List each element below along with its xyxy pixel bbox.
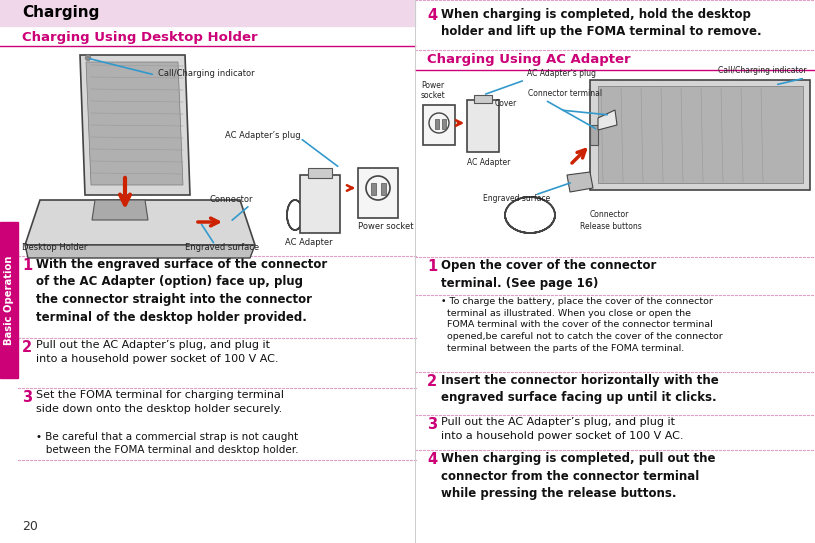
Text: Set the FOMA terminal for charging terminal
side down onto the desktop holder se: Set the FOMA terminal for charging termi…	[36, 390, 284, 414]
Bar	[371, 183, 376, 195]
Text: AC Adapter: AC Adapter	[285, 238, 333, 247]
Polygon shape	[80, 55, 190, 195]
Text: Engraved surface: Engraved surface	[483, 194, 550, 203]
Text: Connector: Connector	[590, 210, 629, 219]
Bar	[467, 100, 499, 152]
Text: 1: 1	[22, 258, 33, 273]
Polygon shape	[92, 200, 148, 220]
Text: When charging is completed, pull out the
connector from the connector terminal
w: When charging is completed, pull out the…	[441, 452, 716, 500]
Bar	[0, 222, 18, 378]
Bar	[474, 95, 492, 103]
Polygon shape	[86, 62, 183, 185]
Text: AC Adapter’s plug: AC Adapter’s plug	[527, 69, 596, 78]
Text: Call/Charging indicator: Call/Charging indicator	[158, 68, 254, 78]
Text: 20: 20	[22, 520, 37, 533]
Text: Release buttons: Release buttons	[580, 222, 641, 231]
Text: Charging Using AC Adapter: Charging Using AC Adapter	[427, 54, 631, 66]
Text: Charging: Charging	[22, 5, 99, 21]
Text: Basic Operation: Basic Operation	[4, 255, 14, 345]
Text: 1: 1	[427, 259, 438, 274]
Bar	[381, 183, 386, 195]
Polygon shape	[598, 110, 617, 130]
Text: When charging is completed, hold the desktop
holder and lift up the FOMA termina: When charging is completed, hold the des…	[441, 8, 762, 39]
Text: 2: 2	[22, 340, 32, 355]
Text: • To charge the battery, place the cover of the connector
  terminal as illustra: • To charge the battery, place the cover…	[441, 297, 723, 352]
Text: 4: 4	[427, 8, 437, 23]
Bar	[308, 168, 332, 178]
Text: Pull out the AC Adapter’s plug, and plug it
into a household power socket of 100: Pull out the AC Adapter’s plug, and plug…	[441, 417, 684, 440]
Text: Open the cover of the connector
terminal. (See page 16): Open the cover of the connector terminal…	[441, 259, 656, 289]
Circle shape	[366, 176, 390, 200]
Bar	[442, 119, 446, 129]
Bar	[423, 105, 455, 145]
Polygon shape	[567, 172, 593, 192]
Bar	[590, 125, 598, 145]
Text: Pull out the AC Adapter’s plug, and plug it
into a household power socket of 100: Pull out the AC Adapter’s plug, and plug…	[36, 340, 279, 364]
Bar	[0, 0, 415, 26]
Text: Connector: Connector	[210, 195, 253, 205]
Text: 4: 4	[427, 452, 437, 467]
Circle shape	[429, 113, 449, 133]
Text: • Be careful that a commercial strap is not caught
   between the FOMA terminal : • Be careful that a commercial strap is …	[36, 432, 298, 455]
Text: Call/Charging indicator: Call/Charging indicator	[719, 66, 807, 75]
Text: Connector terminal: Connector terminal	[528, 89, 602, 98]
Bar	[435, 119, 439, 129]
Text: Power socket: Power socket	[358, 222, 413, 231]
Text: 2: 2	[427, 374, 437, 389]
Text: Cover: Cover	[495, 99, 518, 108]
Text: 3: 3	[427, 417, 437, 432]
Text: 3: 3	[22, 390, 32, 405]
Text: Power
socket: Power socket	[421, 80, 446, 100]
Text: AC Adapter: AC Adapter	[467, 158, 510, 167]
Bar	[358, 168, 398, 218]
Bar	[300, 175, 340, 233]
Text: Insert the connector horizontally with the
engraved surface facing up until it c: Insert the connector horizontally with t…	[441, 374, 719, 405]
Polygon shape	[25, 245, 255, 258]
Text: Engraved surface: Engraved surface	[185, 243, 259, 252]
Circle shape	[86, 55, 90, 60]
Text: With the engraved surface of the connector
of the AC Adapter (option) face up, p: With the engraved surface of the connect…	[36, 258, 328, 324]
Text: Desktop Holder: Desktop Holder	[22, 243, 87, 252]
Polygon shape	[598, 86, 803, 183]
Text: Charging Using Desktop Holder: Charging Using Desktop Holder	[22, 30, 258, 43]
Polygon shape	[25, 200, 255, 245]
Text: AC Adapter’s plug: AC Adapter’s plug	[225, 131, 301, 141]
Polygon shape	[590, 80, 810, 190]
